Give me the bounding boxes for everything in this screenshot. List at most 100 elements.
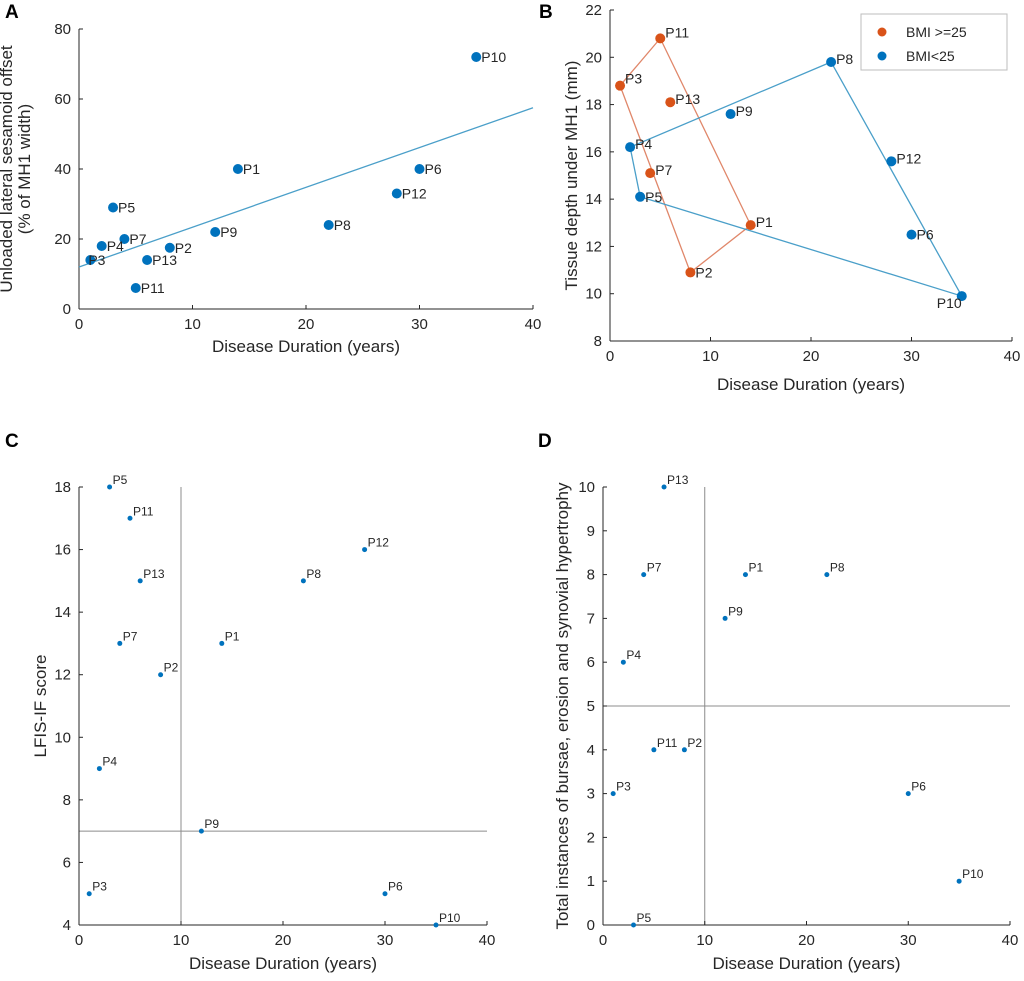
data-point-p9 (722, 615, 728, 621)
x-tick-label: 40 (525, 316, 542, 333)
x-tick-label: 20 (803, 348, 820, 365)
data-point-p3 (86, 891, 92, 897)
x-tick-label: 0 (75, 932, 83, 949)
point-label-p3: P3 (625, 71, 642, 87)
point-label-p1: P1 (243, 161, 260, 177)
y-tick-label: 5 (587, 698, 595, 715)
data-point-p3 (615, 80, 626, 91)
data-point-p7 (641, 572, 647, 578)
point-label-p9: P9 (204, 817, 219, 831)
y-tick-label: 6 (587, 654, 595, 671)
point-label-p3: P3 (88, 252, 105, 268)
x-tick-label: 0 (75, 316, 83, 333)
x-tick-label: 0 (599, 932, 607, 949)
data-point-p11 (130, 283, 141, 293)
panel-D: D 0 10 20 30 40 0 1 2 3 4 5 6 7 8 9 10 Disease Duration (… (538, 431, 1018, 973)
x-tick-label: 30 (377, 932, 394, 949)
y-axis-label: Unloaded lateral sesamoid offset (0, 45, 16, 293)
data-point-p9 (210, 227, 221, 237)
y-tick-label: 10 (54, 729, 71, 746)
point-label-p12: P12 (402, 186, 427, 202)
y-tick-label: 18 (54, 479, 71, 496)
point-label-p7: P7 (647, 561, 662, 575)
point-label-p4: P4 (635, 136, 652, 152)
legend-box (860, 13, 1008, 71)
data-point-p12 (391, 188, 402, 199)
point-label-p5: P5 (645, 189, 662, 205)
data-point-p6 (905, 791, 911, 797)
y-tick-label: 9 (587, 523, 595, 540)
point-label-p6: P6 (388, 880, 403, 894)
panel-B: B 0 10 20 30 40 8 10 12 14 16 18 20 22 Disease Duratio… (539, 2, 1020, 394)
point-label-p13: P13 (143, 567, 165, 581)
y-tick-label: 0 (587, 917, 595, 934)
legend-marker (877, 51, 887, 61)
x-tick-label: 10 (696, 932, 713, 949)
point-label-p7: P7 (129, 231, 146, 247)
data-point-p12 (886, 156, 897, 167)
data-point-p7 (117, 640, 123, 646)
point-label-p7: P7 (655, 162, 672, 178)
x-tick-label: 30 (900, 932, 917, 949)
panel-letter: A (5, 2, 19, 23)
point-label-p10: P10 (937, 295, 962, 311)
point-label-p11: P11 (141, 280, 165, 296)
legend-marker (877, 27, 887, 37)
y-tick-label: 8 (587, 567, 595, 584)
point-label-p1: P1 (748, 561, 763, 575)
data-point-p6 (414, 164, 425, 174)
point-label-p5: P5 (118, 200, 135, 216)
data-point-p3 (85, 255, 96, 265)
x-tick-label: 40 (1002, 932, 1019, 949)
y-tick-label: 8 (594, 333, 602, 350)
data-point-p4 (625, 142, 636, 153)
data-point-p11 (651, 747, 657, 753)
x-tick-label: 10 (173, 932, 190, 949)
point-label-p5: P5 (113, 473, 128, 487)
legend-entry: BMI<25 (906, 48, 955, 64)
data-point-p10 (471, 52, 482, 62)
y-tick-label: 7 (587, 610, 595, 627)
point-label-p10: P10 (962, 867, 984, 881)
data-point-p8 (300, 578, 306, 584)
x-tick-label: 10 (702, 348, 719, 365)
y-tick-label: 6 (63, 854, 71, 871)
point-label-p7: P7 (123, 629, 138, 643)
point-label-p10: P10 (481, 49, 506, 65)
data-point-p5 (108, 202, 119, 213)
point-label-p11: P11 (133, 504, 154, 518)
point-label-p4: P4 (102, 755, 117, 769)
regression-line (78, 107, 534, 268)
point-label-p2: P2 (687, 736, 702, 750)
data-point-p11 (127, 515, 133, 521)
panel-letter: B (539, 2, 553, 23)
data-point-p10 (433, 922, 439, 928)
data-point-p13 (142, 255, 153, 265)
point-label-p11: P11 (657, 736, 678, 750)
data-point-p8 (826, 57, 837, 68)
y-axis-label: (% of MH1 width) (15, 104, 34, 234)
y-tick-label: 1 (587, 873, 595, 890)
y-tick-label: 14 (54, 604, 71, 621)
data-point-p3 (610, 791, 616, 797)
x-tick-label: 40 (479, 932, 496, 949)
point-label-p9: P9 (728, 604, 743, 618)
point-label-p8: P8 (836, 51, 853, 67)
point-label-p13: P13 (152, 252, 177, 268)
data-point-p10 (956, 291, 967, 302)
point-label-p2: P2 (695, 264, 712, 280)
data-point-p13 (665, 97, 676, 108)
x-axis-label: Disease Duration (years) (189, 954, 377, 973)
y-tick-label: 10 (585, 286, 602, 303)
y-tick-label: 16 (54, 542, 71, 559)
point-label-p8: P8 (306, 567, 321, 581)
point-label-p12: P12 (896, 150, 921, 166)
point-label-p4: P4 (626, 648, 641, 662)
point-label-p13: P13 (667, 473, 689, 487)
data-point-p1 (219, 640, 225, 646)
panel-A: A 0 10 20 30 40 0 20 40 60 80 Disease Duration (yea… (0, 2, 541, 356)
point-label-p5: P5 (637, 911, 652, 925)
x-tick-label: 20 (298, 316, 315, 333)
y-tick-label: 20 (585, 49, 602, 66)
